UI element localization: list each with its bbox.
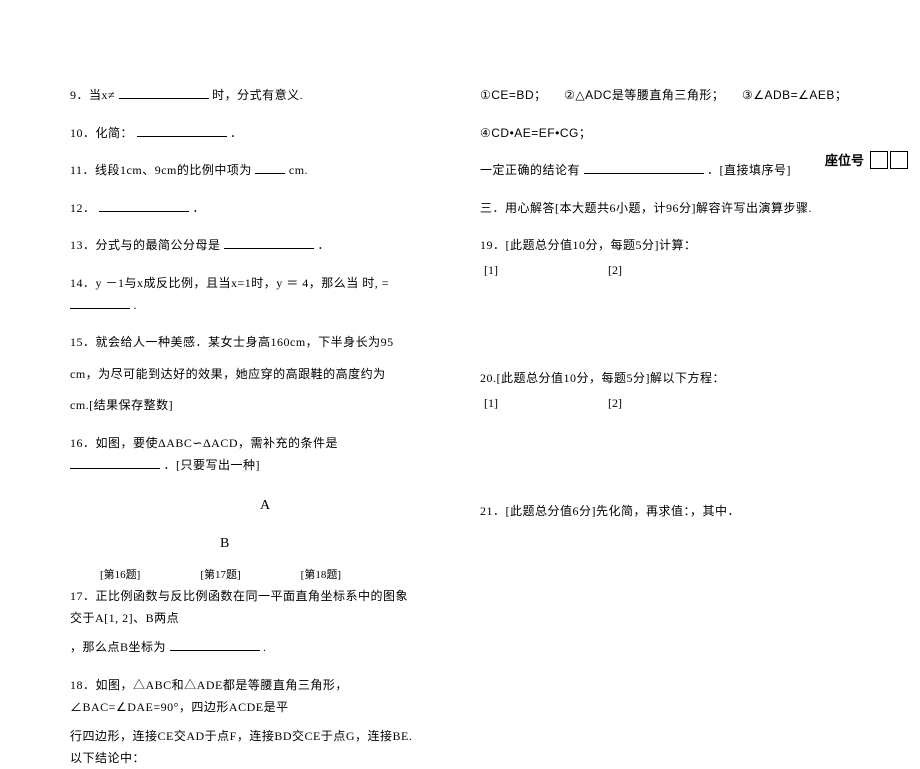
question-15-line2: cm，为尽可能到达好的效果，她应穿的高跟鞋的高度约为	[70, 364, 420, 386]
fig-label-18: [第18题]	[301, 566, 341, 582]
question-11: 11．线段1cm、9cm的比例中项为 cm.	[70, 160, 420, 182]
q18a: 18．如图，△ABC和△ADE都是等腰直角三角形，∠BAC=∠DAE=90°，四…	[70, 678, 348, 714]
fig-label-17: [第17题]	[200, 566, 240, 582]
q10-post: ．	[230, 126, 243, 140]
question-20-subs: [1] [2]	[484, 396, 860, 411]
opt-2: ②△ADC是等腰直角三角形；	[564, 85, 724, 107]
q19-s2: [2]	[608, 263, 622, 278]
q16-post: ．[只要写出一种]	[164, 458, 261, 472]
q11-blank	[255, 160, 285, 174]
q15b: cm，为尽可能到达好的效果，她应穿的高跟鞋的高度约为	[70, 367, 386, 381]
q18b: 行四边形，连接CE交AD于点F，连接BD交CE于点G，连接BE.以下结论中：	[70, 729, 412, 765]
conc-post: ．[直接填序号]	[707, 163, 791, 177]
seat-cell-1	[870, 151, 888, 169]
q12-post: ．	[193, 201, 206, 215]
figure-label-row: [第16题] [第17题] [第18题]	[100, 566, 420, 582]
section-3-heading: 三．用心解答[本大题共6小题，计96分]解容许写出演算步骤.	[480, 198, 860, 220]
q16-pre: 16．如图，要使ΔABC∽ΔACD，需补充的条件是	[70, 436, 338, 450]
q19-s1: [1]	[484, 263, 498, 278]
q9-post: 时，分式有意义.	[212, 88, 303, 102]
question-10: 10．化简： ．	[70, 123, 420, 145]
q14-post: .	[134, 298, 138, 312]
q13-pre: 13．分式与的最简公分母是	[70, 238, 221, 252]
opt-3: ③∠ADB=∠AEB；	[742, 85, 847, 107]
question-18-line1: 18．如图，△ABC和△ADE都是等腰直角三角形，∠BAC=∠DAE=90°，四…	[70, 675, 420, 718]
letter-B: B	[220, 536, 229, 552]
right-column: ①CE=BD； ②△ADC是等腰直角三角形； ③∠ADB=∠AEB； ④CD•A…	[440, 0, 920, 638]
workspace-gap-2	[480, 411, 860, 501]
q20-head: 20.[此题总分值10分，每题5分]解以下方程：	[480, 371, 725, 385]
conc-blank	[584, 160, 704, 174]
q18-conclusion: 一定正确的结论有 ．[直接填序号]	[480, 160, 860, 182]
q16-blank	[70, 455, 160, 469]
conc-pre: 一定正确的结论有	[480, 163, 580, 177]
q11-unit: cm.	[289, 163, 308, 177]
q12-pre: 12．	[70, 201, 96, 215]
seat-cell-2	[890, 151, 908, 169]
q11-pre: 11．线段1cm、9cm的比例中项为	[70, 163, 252, 177]
q18-options-row1: ①CE=BD； ②△ADC是等腰直角三角形； ③∠ADB=∠AEB；	[480, 85, 860, 107]
question-17-line2: ，那么点B坐标为 .	[70, 637, 420, 659]
q10-pre: 10．化简：	[70, 126, 133, 140]
letter-A: A	[260, 498, 270, 514]
question-15-line1: 15．就会给人一种美感．某女士身高160cm，下半身长为95	[70, 332, 420, 354]
q18-options-row2: ④CD•AE=EF•CG；	[480, 123, 860, 145]
q9-blank	[119, 85, 209, 99]
q21-text: 21．[此题总分值6分]先化简，再求值：，其中．	[480, 504, 740, 518]
question-19-subs: [1] [2]	[484, 263, 860, 278]
q12-blank	[99, 198, 189, 212]
sec3-text: 三．用心解答[本大题共6小题，计96分]解容许写出演算步骤.	[480, 201, 812, 215]
q17-pre: 17．正比例函数与反比例函数在同一平面直角坐标系中的图象交于A[1, 2]、B两…	[70, 589, 408, 625]
question-20-head: 20.[此题总分值10分，每题5分]解以下方程：	[480, 368, 860, 390]
q13-post: ．	[318, 238, 331, 252]
question-19-head: 19．[此题总分值10分，每题5分]计算：	[480, 235, 860, 257]
q20-s1: [1]	[484, 396, 498, 411]
left-column: 9．当x≠ 时，分式有意义. 10．化简： ． 11．线段1cm、9cm的比例中…	[0, 0, 440, 638]
q15c: cm.[结果保存整数]	[70, 398, 173, 412]
q17-post: .	[263, 640, 267, 654]
q13-blank	[224, 235, 314, 249]
page-root: 9．当x≠ 时，分式有意义. 10．化简： ． 11．线段1cm、9cm的比例中…	[0, 0, 920, 638]
q17-line2: ，那么点B坐标为	[70, 640, 166, 654]
seat-number-box: 座位号	[825, 150, 908, 169]
question-15-line3: cm.[结果保存整数]	[70, 395, 420, 417]
q19-head: 19．[此题总分值10分，每题5分]计算：	[480, 238, 697, 252]
opt-1: ①CE=BD；	[480, 85, 547, 107]
question-21: 21．[此题总分值6分]先化简，再求值：，其中．	[480, 501, 860, 523]
q14-pre: 14．y －1与x成反比例，且当x=1时，y ＝ 4，那么当 时, =	[70, 276, 389, 290]
q14-blank	[70, 295, 130, 309]
seat-label: 座位号	[825, 150, 864, 169]
question-16: 16．如图，要使ΔABC∽ΔACD，需补充的条件是 ．[只要写出一种]	[70, 433, 420, 476]
q20-s2: [2]	[608, 396, 622, 411]
opt-4: ④CD•AE=EF•CG；	[480, 123, 591, 145]
question-14: 14．y －1与x成反比例，且当x=1时，y ＝ 4，那么当 时, = .	[70, 273, 420, 316]
question-13: 13．分式与的最简公分母是 ．	[70, 235, 420, 257]
q15a: 15．就会给人一种美感．某女士身高160cm，下半身长为95	[70, 335, 394, 349]
question-12: 12． ．	[70, 198, 420, 220]
fig-label-16: [第16题]	[100, 566, 140, 582]
question-17-line1: 17．正比例函数与反比例函数在同一平面直角坐标系中的图象交于A[1, 2]、B两…	[70, 586, 420, 629]
q10-blank	[137, 123, 227, 137]
figure-placeholder-A: A	[70, 492, 420, 520]
q17-blank	[170, 637, 260, 651]
figure-placeholder-B: B	[220, 530, 420, 558]
workspace-gap-1	[480, 278, 860, 368]
q9-pre: 9．当x≠	[70, 88, 115, 102]
question-18-line2: 行四边形，连接CE交AD于点F，连接BD交CE于点G，连接BE.以下结论中：	[70, 726, 420, 769]
question-9: 9．当x≠ 时，分式有意义.	[70, 85, 420, 107]
